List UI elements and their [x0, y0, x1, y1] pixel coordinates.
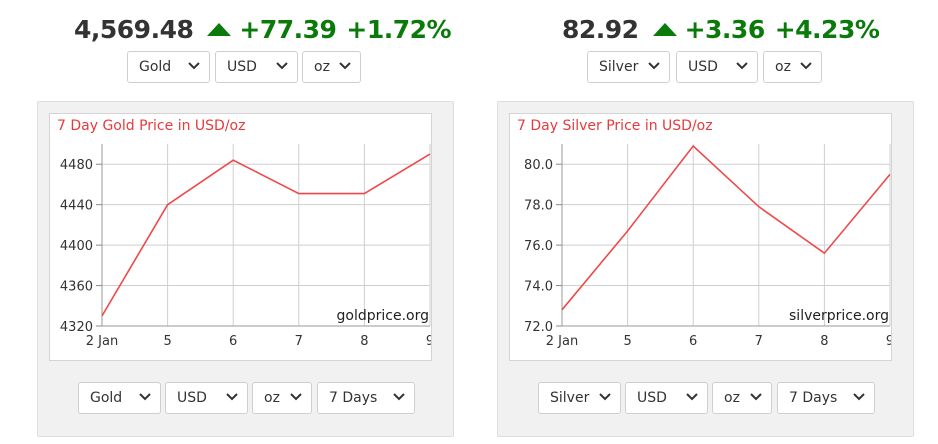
x-tick-label: 6: [689, 334, 697, 349]
gold-price: 4,569.48: [74, 14, 194, 44]
select-value: USD: [688, 59, 718, 75]
gold-chart-panel: 7 Day Gold Price in USD/oz 4320 4360 4400 4…: [37, 101, 454, 437]
gold-chart-box: 7 Day Gold Price in USD/oz 4320 4360 4400 4…: [49, 113, 432, 361]
select-value: oz: [314, 59, 330, 75]
x-tick-label: 7: [755, 334, 763, 349]
y-tick-label: 4440: [60, 199, 93, 214]
chevron-down-icon: [686, 393, 698, 401]
select-value: Silver: [599, 59, 639, 75]
x-tick-label: 2 Jan: [86, 334, 118, 349]
y-tick-label: 72.0: [524, 320, 553, 335]
x-tick-label: 8: [820, 334, 828, 349]
silver-unit-select[interactable]: oz: [763, 51, 822, 83]
chevron-down-icon: [750, 393, 762, 401]
select-value: Gold: [139, 59, 172, 75]
silver-chart-period-select[interactable]: 7 Days: [777, 382, 875, 414]
gold-chart-period-select[interactable]: 7 Days: [317, 382, 415, 414]
chevron-down-icon: [393, 393, 405, 401]
y-tick-label: 4400: [60, 239, 93, 254]
triangle-up-icon: [652, 22, 677, 36]
gold-line-chart: 4320 4360 4400 4440 4480 2 Jan 5 6 7 8 9 goldprice.…: [60, 144, 431, 349]
chevron-down-icon: [290, 393, 302, 401]
select-value: Gold: [90, 390, 123, 406]
gold-change: +77.39: [239, 14, 337, 44]
silver-change-percent: +4.23%: [774, 14, 880, 44]
silver-metal-select[interactable]: Silver: [587, 51, 670, 83]
chevron-down-icon: [736, 62, 748, 70]
chevron-down-icon: [226, 393, 238, 401]
select-value: USD: [227, 59, 257, 75]
chevron-down-icon: [276, 62, 288, 70]
gold-currency-select[interactable]: USD: [215, 51, 298, 83]
price-line: [561, 144, 891, 311]
y-tick-label: 76.0: [524, 239, 553, 254]
silver-currency-select[interactable]: USD: [676, 51, 758, 83]
x-tick-label: 9: [886, 334, 891, 349]
silver-line-chart: 72.0 74.0 76.0 78.0 80.0 2 Jan 5 6 7 8 9 silverpric…: [524, 144, 891, 349]
gold-metal-select[interactable]: Gold: [127, 51, 210, 83]
silver-price: 82.92: [562, 14, 639, 44]
y-tick-label: 4320: [60, 320, 93, 335]
y-tick-label: 4360: [60, 280, 93, 295]
select-value: 7 Days: [789, 390, 838, 406]
y-tick-label: 80.0: [524, 158, 553, 173]
silver-chart-metal-select[interactable]: Silver: [538, 382, 621, 414]
silver-chart-currency-select[interactable]: USD: [625, 382, 708, 414]
chevron-down-icon: [853, 393, 865, 401]
chevron-down-icon: [188, 62, 200, 70]
triangle-up-icon: [207, 22, 232, 36]
silver-chart-panel: 7 Day Silver Price in USD/oz 72.0 74.0 76.…: [497, 101, 914, 437]
silver-chart-box: 7 Day Silver Price in USD/oz 72.0 74.0 76.…: [509, 113, 892, 361]
silver-chart-unit-select[interactable]: oz: [712, 382, 772, 414]
chevron-down-icon: [339, 62, 351, 70]
silver-change: +3.36: [684, 14, 766, 44]
x-tick-label: 8: [360, 334, 368, 349]
chart-title: 7 Day Gold Price in USD/oz: [57, 118, 246, 134]
select-value: 7 Days: [329, 390, 378, 406]
gold-unit-select[interactable]: oz: [302, 51, 361, 83]
x-tick-label: 5: [623, 334, 631, 349]
select-value: oz: [724, 390, 740, 406]
gold-price-ticker: 4,569.48 +77.39 +1.72%: [74, 12, 452, 46]
gold-chart-unit-select[interactable]: oz: [252, 382, 312, 414]
y-tick-label: 78.0: [524, 199, 553, 214]
chevron-down-icon: [139, 393, 151, 401]
chevron-down-icon: [648, 62, 660, 70]
x-tick-label: 2 Jan: [546, 334, 578, 349]
y-tick-label: 4480: [60, 158, 93, 173]
select-value: Silver: [550, 390, 590, 406]
gold-chart-currency-select[interactable]: USD: [165, 382, 248, 414]
watermark-label: goldprice.org: [337, 308, 429, 324]
gold-chart-metal-select[interactable]: Gold: [78, 382, 161, 414]
select-value: USD: [177, 390, 207, 406]
select-value: oz: [775, 59, 791, 75]
select-value: USD: [637, 390, 667, 406]
select-value: oz: [264, 390, 280, 406]
y-tick-label: 74.0: [524, 280, 553, 295]
chevron-down-icon: [599, 393, 611, 401]
price-line: [101, 153, 431, 317]
x-tick-label: 7: [295, 334, 303, 349]
watermark-label: silverprice.org: [789, 308, 889, 324]
x-tick-label: 5: [163, 334, 171, 349]
x-tick-label: 9: [426, 334, 431, 349]
chevron-down-icon: [800, 62, 812, 70]
gold-change-percent: +1.72%: [346, 14, 452, 44]
x-tick-label: 6: [229, 334, 237, 349]
silver-price-ticker: 82.92 +3.36 +4.23%: [562, 12, 880, 46]
chart-title: 7 Day Silver Price in USD/oz: [517, 118, 713, 134]
